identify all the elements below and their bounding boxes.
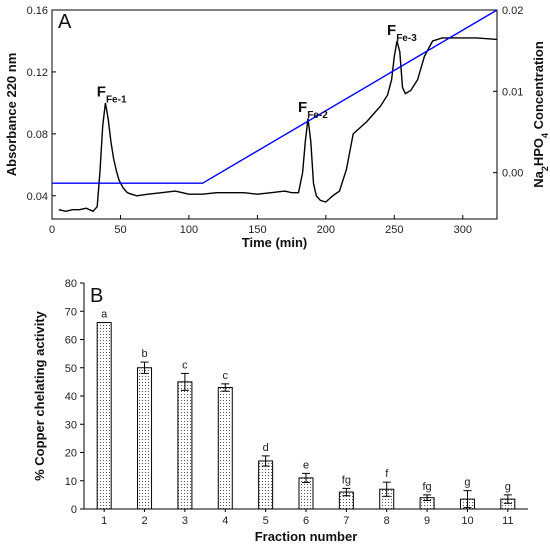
significance-letter: a [101, 309, 108, 321]
y2-label-part: Na [531, 170, 546, 187]
bar [258, 460, 274, 510]
gradient-line [52, 9, 498, 184]
significance-letter: c [182, 359, 188, 371]
x-tick-label: 150 [248, 224, 266, 236]
significance-letter: d [263, 442, 269, 454]
panel-a-x-axis-label: Time (min) [242, 235, 308, 250]
y-tick-label: 0.04 [27, 191, 48, 203]
x-tick-label: 6 [303, 515, 309, 527]
y-tick-label: 80 [65, 278, 77, 290]
x-tick-label: 100 [180, 224, 198, 236]
peak-annotations: FFe-1 FFe-2 FFe-3 [97, 22, 417, 121]
panel-b-label: B [90, 285, 103, 307]
x-tick-label: 3 [182, 515, 188, 527]
panel-b: B 0 10 20 30 40 50 60 70 80 a 1 b 2 c 3 c 4 d 5 e 6 fg 7 f 8 fg 9… [32, 278, 528, 544]
bar [96, 322, 112, 510]
peak-label: FFe-1 [97, 84, 127, 106]
x-tick-label: 9 [424, 515, 430, 527]
absorbance-line [58, 37, 498, 213]
panel-b-y-axis-label: % Copper chelating activity [32, 310, 47, 481]
y-tick-label: 40 [65, 391, 77, 403]
bar [177, 381, 193, 510]
x-tick-label: 50 [114, 224, 126, 236]
y-tick-label: 0.16 [27, 5, 48, 17]
y-tick-label: 0.08 [27, 129, 48, 141]
significance-letter: g [464, 477, 470, 489]
x-tick-label: 2 [141, 515, 147, 527]
significance-letter: b [141, 348, 147, 360]
y-tick-label: 50 [65, 363, 77, 375]
y2-tick-label: 0.02 [502, 5, 523, 17]
panel-a-x-ticks: 0 50 100 150 200 250 300 [49, 215, 472, 236]
y2-label-subscript: 2 [540, 166, 550, 171]
x-tick-label: 1 [101, 515, 107, 527]
y-tick-label: 0.12 [27, 67, 48, 79]
significance-letter: c [223, 370, 229, 382]
panel-a-frame [51, 9, 498, 220]
y2-label-part: HPO [531, 138, 546, 166]
peak-label-subscript: Fe-1 [106, 94, 127, 105]
y2-tick-label: 0.00 [502, 168, 523, 180]
panel-a: A 0 50 100 150 200 250 300 0.04 0.08 0.12 0.16 0.… [4, 5, 550, 250]
y2-tick-label: 0.01 [502, 86, 523, 98]
peak-label: FFe-2 [298, 99, 328, 121]
x-tick-label: 250 [385, 224, 403, 236]
x-tick-label: 10 [461, 515, 473, 527]
y2-label-subscript: 4 [540, 133, 550, 138]
y2-label-part: Concentration [531, 41, 546, 133]
peak-label-subscript: Fe-3 [396, 32, 417, 43]
x-tick-label: 7 [343, 515, 349, 527]
x-tick-label: 200 [317, 224, 335, 236]
bars: a 1 b 2 c 3 c 4 d 5 e 6 fg 7 f 8 fg 9 g 10 g 11 [96, 309, 516, 527]
y-tick-label: 20 [65, 448, 77, 460]
y-tick-label: 70 [65, 306, 77, 318]
x-tick-label: 4 [222, 515, 228, 527]
y-tick-label: 10 [65, 476, 77, 488]
x-tick-label: 11 [502, 515, 513, 527]
significance-letter: fg [342, 474, 351, 486]
y-tick-label: 30 [65, 419, 77, 431]
panel-b-x-axis-label: Fraction number [255, 529, 358, 544]
x-tick-label: 0 [49, 224, 55, 236]
x-tick-label: 5 [263, 515, 269, 527]
bar [137, 367, 153, 510]
significance-letter: f [385, 468, 389, 480]
significance-letter: e [303, 459, 309, 471]
x-tick-label: 8 [384, 515, 390, 527]
panel-a-y2-axis-label: Na2HPO4 Concentration [531, 41, 550, 188]
x-tick-label: 300 [454, 224, 472, 236]
peak-label: FFe-3 [387, 22, 417, 44]
peak-label-subscript: Fe-2 [307, 110, 328, 121]
panel-a-label: A [58, 11, 72, 33]
significance-letter: g [505, 481, 511, 493]
y-tick-label: 0 [71, 504, 77, 516]
panel-a-y-ticks: 0.04 0.08 0.12 0.16 [27, 5, 56, 203]
panel-b-y-ticks: 0 10 20 30 40 50 60 70 80 [65, 278, 84, 516]
significance-letter: fg [422, 481, 431, 493]
y-tick-label: 60 [65, 335, 77, 347]
panel-a-y2-ticks: 0.00 0.01 0.02 [493, 5, 523, 180]
bar [217, 387, 233, 510]
panel-a-y-axis-label: Absorbance 220 nm [4, 53, 19, 177]
